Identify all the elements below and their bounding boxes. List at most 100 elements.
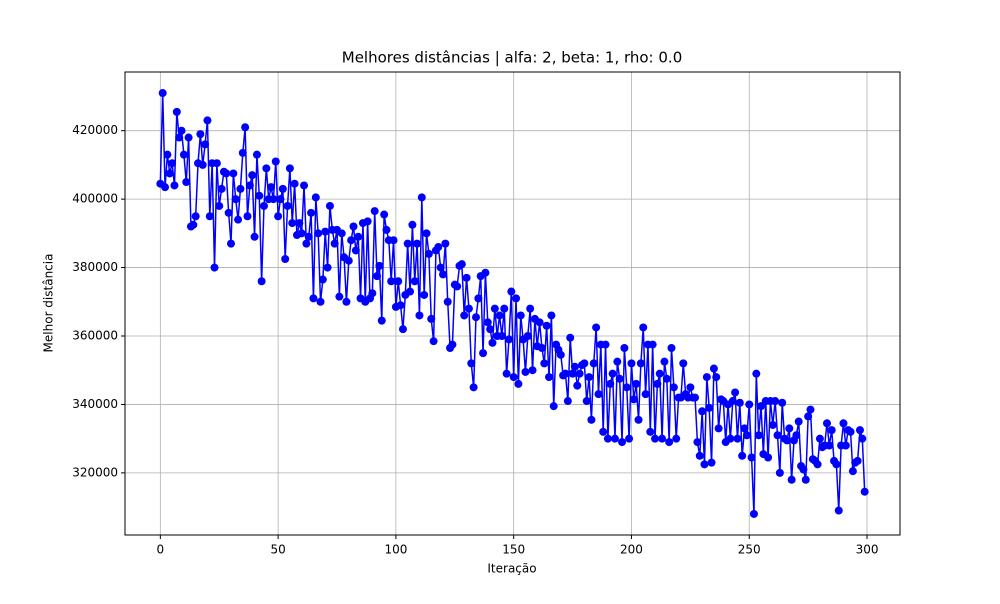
marker <box>410 277 419 286</box>
marker <box>672 434 681 443</box>
marker <box>417 193 426 202</box>
marker <box>832 460 841 469</box>
marker <box>778 398 787 407</box>
marker <box>429 337 438 346</box>
marker <box>403 239 412 248</box>
marker <box>698 407 707 416</box>
marker <box>561 369 570 378</box>
marker <box>502 369 511 378</box>
marker <box>257 277 266 286</box>
marker <box>389 236 398 245</box>
marker <box>622 383 631 392</box>
marker <box>344 256 353 265</box>
marker <box>238 148 247 157</box>
x-tick-label: 250 <box>738 543 761 557</box>
marker <box>846 427 855 436</box>
x-tick-label: 100 <box>384 543 407 557</box>
marker <box>250 232 259 241</box>
marker <box>457 260 466 269</box>
marker <box>241 123 250 132</box>
marker <box>297 229 306 238</box>
marker <box>549 402 558 411</box>
marker <box>460 311 469 320</box>
marker <box>307 208 316 217</box>
marker <box>606 379 615 388</box>
marker <box>170 181 179 190</box>
marker <box>601 340 610 349</box>
marker <box>709 364 718 373</box>
marker <box>848 467 857 476</box>
marker <box>387 277 396 286</box>
marker <box>375 261 384 270</box>
chart-title: Melhores distâncias | alfa: 2, beta: 1, … <box>342 49 683 67</box>
marker <box>516 311 525 320</box>
marker <box>422 229 431 238</box>
marker <box>747 453 756 462</box>
y-tick-label: 400000 <box>72 192 118 206</box>
marker <box>662 374 671 383</box>
marker <box>667 343 676 352</box>
marker <box>855 426 864 435</box>
marker <box>500 304 509 313</box>
marker <box>453 282 462 291</box>
marker <box>424 249 433 258</box>
marker <box>281 255 290 264</box>
marker <box>325 201 334 210</box>
marker <box>731 388 740 397</box>
marker <box>189 220 198 229</box>
marker <box>415 311 424 320</box>
marker <box>363 217 372 226</box>
marker <box>801 475 810 484</box>
marker <box>304 232 313 241</box>
marker <box>443 297 452 306</box>
marker <box>566 333 575 342</box>
marker <box>229 169 238 178</box>
marker <box>276 195 285 204</box>
marker <box>179 150 188 159</box>
marker <box>512 294 521 303</box>
marker <box>210 263 219 272</box>
marker <box>556 350 565 359</box>
x-tick-label: 300 <box>856 543 879 557</box>
marker <box>707 458 716 467</box>
marker <box>434 243 443 252</box>
marker <box>439 270 448 279</box>
marker <box>768 420 777 429</box>
marker <box>702 373 711 382</box>
marker <box>462 273 471 282</box>
marker <box>514 379 523 388</box>
marker <box>587 415 596 424</box>
marker <box>406 287 415 296</box>
marker <box>585 373 594 382</box>
marker <box>427 314 436 323</box>
marker <box>608 369 617 378</box>
marker <box>497 332 506 341</box>
x-tick-label: 200 <box>620 543 643 557</box>
marker <box>278 184 287 193</box>
x-tick-label: 50 <box>270 543 285 557</box>
marker <box>568 369 577 378</box>
marker <box>535 318 544 327</box>
marker <box>231 195 240 204</box>
marker <box>283 201 292 210</box>
marker <box>521 367 530 376</box>
marker <box>646 427 655 436</box>
marker <box>488 338 497 347</box>
marker <box>504 335 513 344</box>
marker <box>467 359 476 368</box>
marker <box>318 275 327 284</box>
x-tick-label: 0 <box>157 543 165 557</box>
marker <box>738 451 747 460</box>
marker <box>603 434 612 443</box>
marker <box>481 268 490 277</box>
marker <box>825 441 834 450</box>
marker <box>259 201 268 210</box>
marker <box>582 397 591 406</box>
marker <box>641 390 650 399</box>
marker <box>396 301 405 310</box>
marker <box>794 417 803 426</box>
marker <box>217 184 226 193</box>
y-tick-label: 380000 <box>72 260 118 274</box>
marker <box>495 311 504 320</box>
marker <box>203 116 212 125</box>
